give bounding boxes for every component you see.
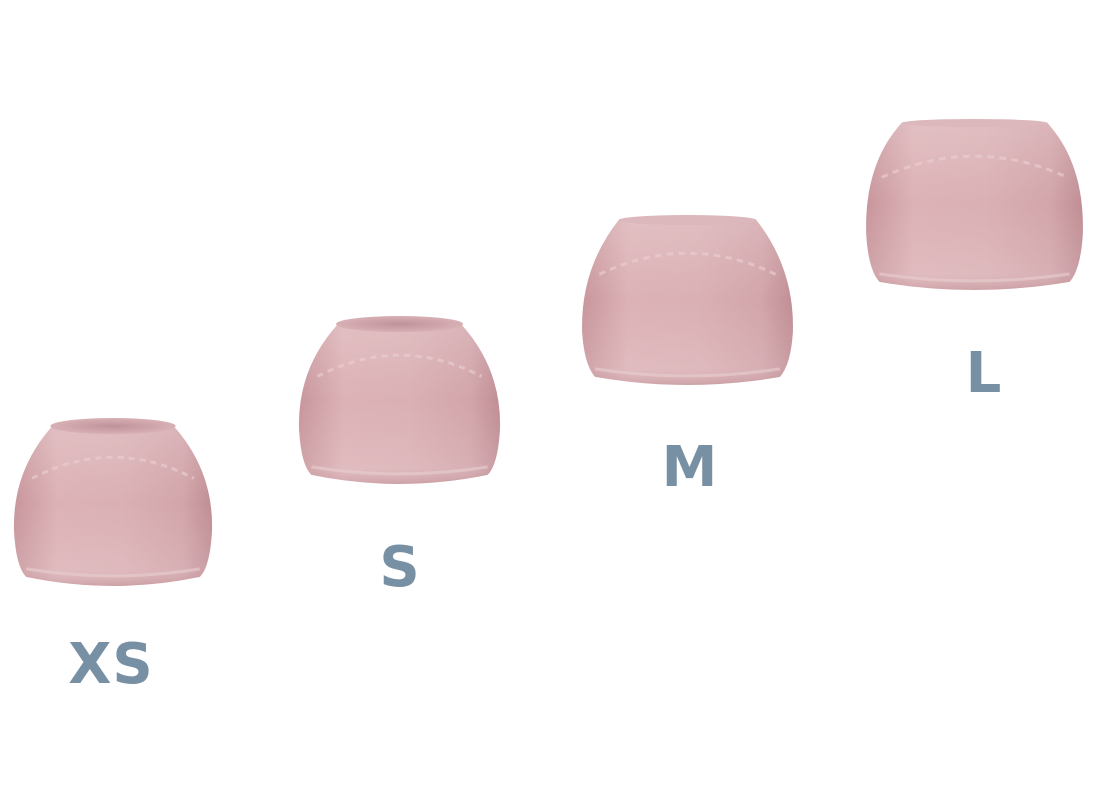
ear-tip-xs-icon [12,416,214,592]
ear-tip-l-icon [864,119,1085,295]
size-label-s: S [379,535,421,600]
ear-tip-s-icon [297,314,502,490]
size-label-xs: XS [68,632,154,697]
ear-tip-m-icon [580,214,795,390]
size-label-m: M [661,435,719,500]
size-label-l: L [965,341,1003,406]
